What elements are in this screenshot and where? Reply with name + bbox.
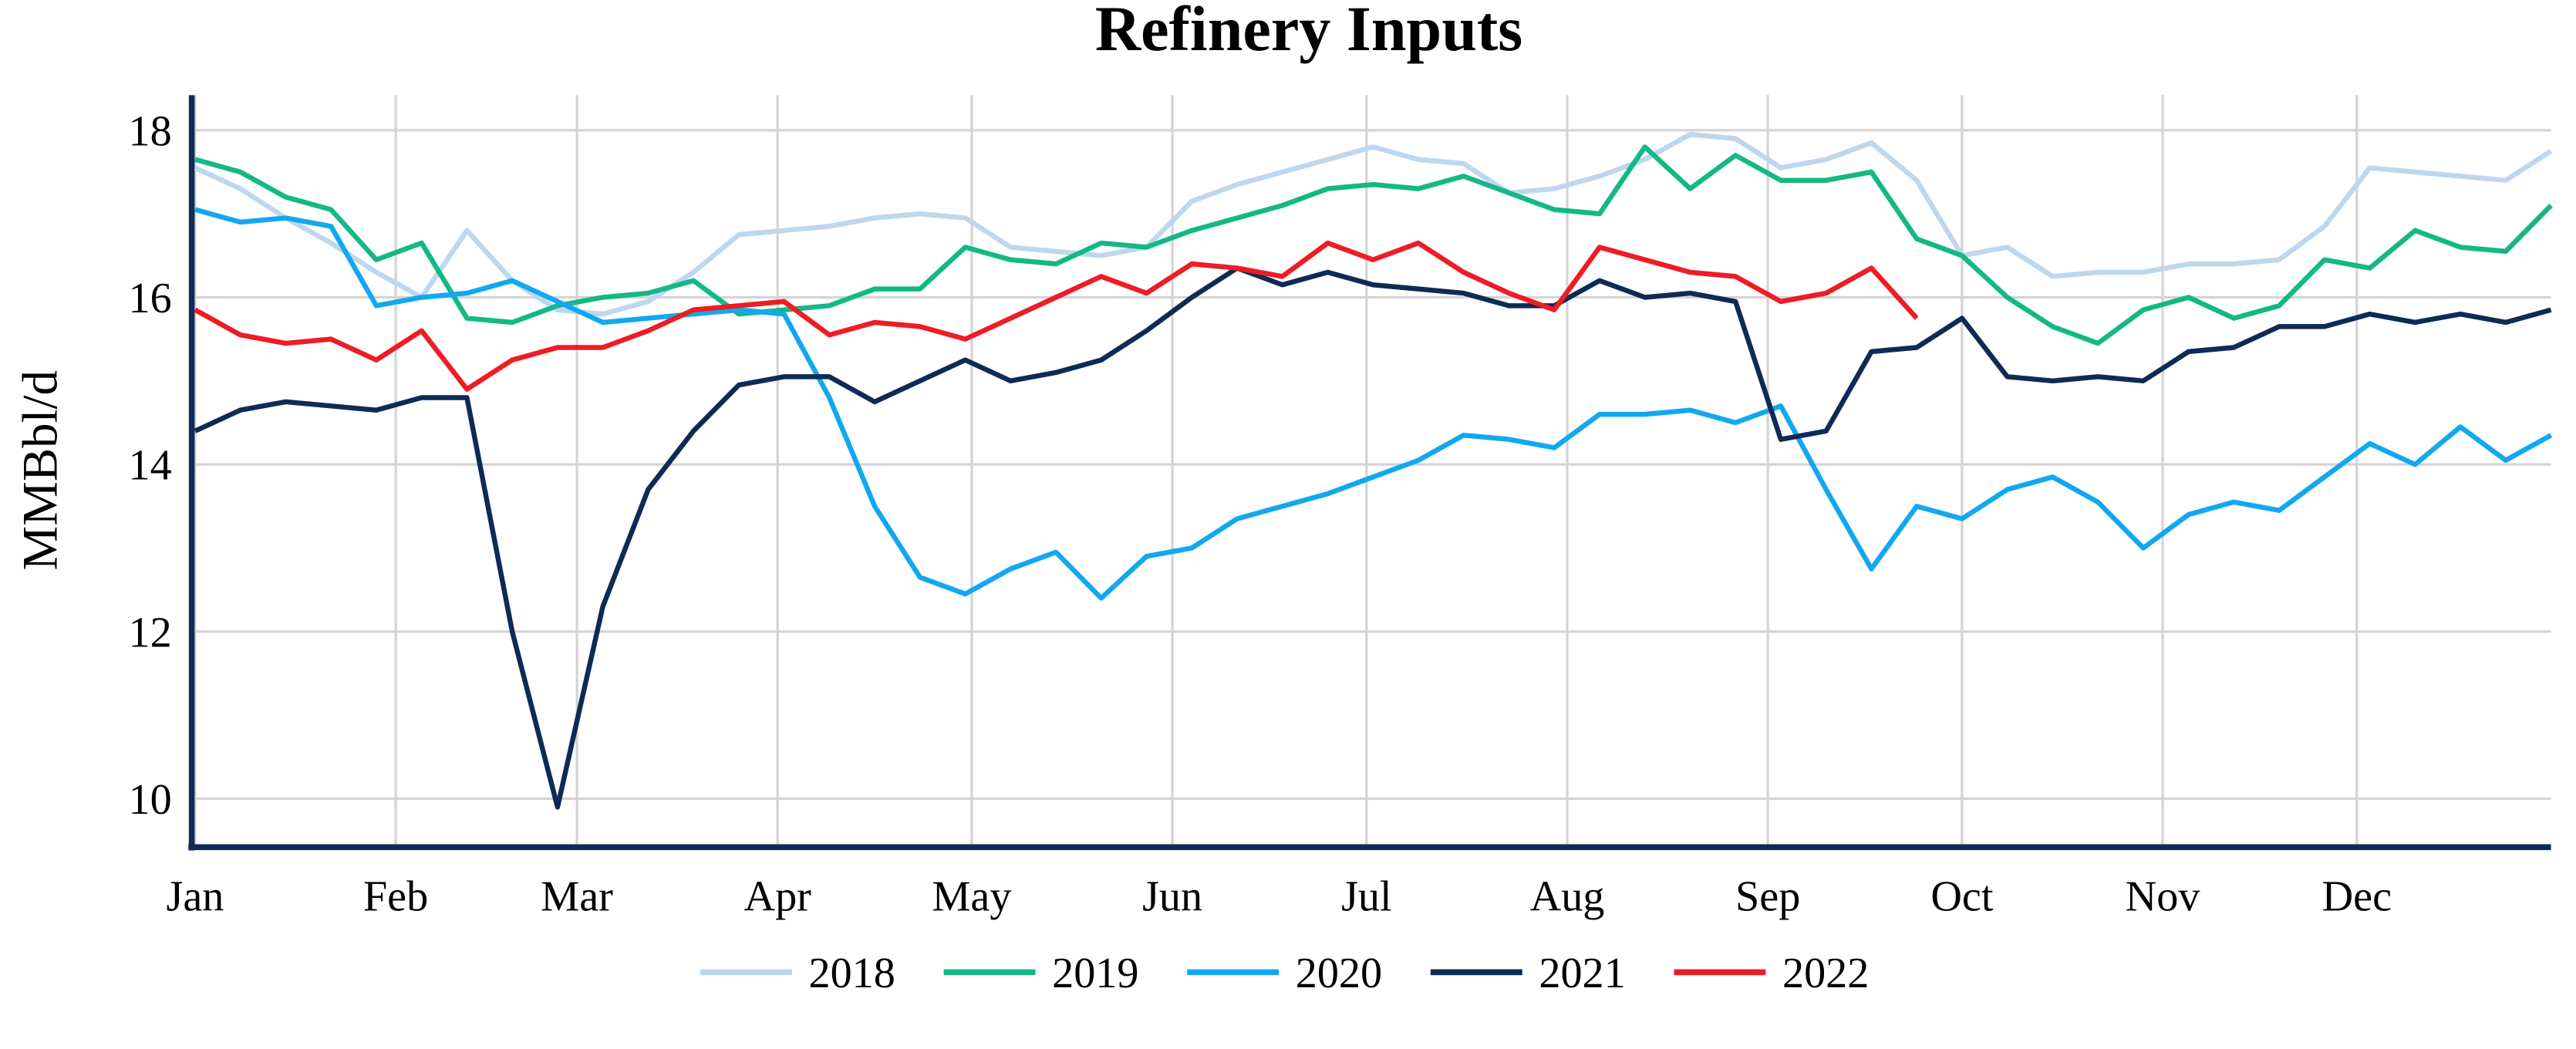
- legend-label: 2019: [1052, 949, 1138, 997]
- x-tick-label: Nov: [2126, 872, 2201, 920]
- x-tick-label: Aug: [1530, 872, 1605, 920]
- y-tick-label: 16: [128, 275, 171, 322]
- x-tick-label: Jun: [1142, 872, 1202, 920]
- legend-label: 2021: [1539, 949, 1625, 997]
- x-tick-label: Jan: [166, 872, 224, 920]
- legend-label: 2020: [1296, 949, 1382, 997]
- y-tick-label: 12: [128, 609, 171, 656]
- series-line: [194, 144, 2553, 346]
- series-line: [194, 240, 1919, 392]
- x-tick-label: Mar: [541, 872, 613, 920]
- x-tick-label: Oct: [1930, 872, 1994, 920]
- y-tick-label: 10: [128, 776, 171, 824]
- legend-label: 2022: [1782, 949, 1869, 997]
- y-axis-label: MMBbl/d: [13, 370, 69, 570]
- x-tick-label: Feb: [363, 872, 428, 920]
- series-line: [194, 207, 2553, 601]
- x-tick-label: Sep: [1735, 872, 1800, 920]
- series-line: [194, 265, 2552, 810]
- y-tick-label: 18: [128, 107, 171, 155]
- chart-title: Refinery Inputs: [1095, 0, 1522, 64]
- legend-label: 2018: [808, 949, 895, 997]
- x-tick-label: Dec: [2322, 872, 2392, 920]
- y-tick-label: 14: [128, 442, 171, 490]
- x-tick-label: Jul: [1341, 872, 1392, 920]
- x-tick-label: Apr: [744, 872, 812, 920]
- series-line: [194, 132, 2553, 317]
- x-tick-label: May: [932, 872, 1011, 920]
